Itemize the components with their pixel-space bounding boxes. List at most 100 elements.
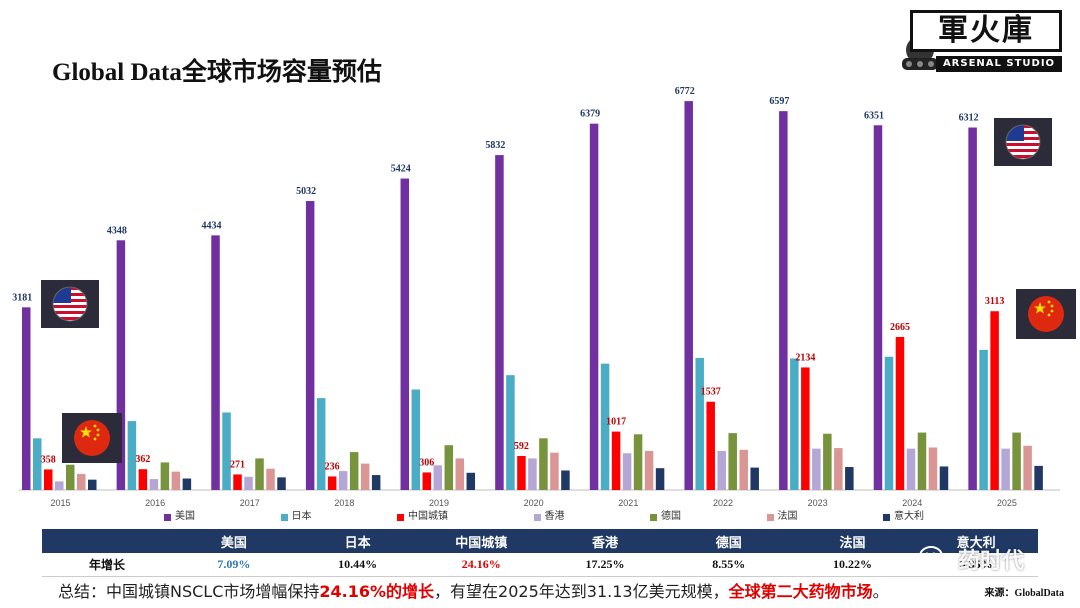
data-label: 5032 <box>296 186 316 197</box>
x-tick-label: 2017 <box>240 498 260 508</box>
bar <box>644 450 654 490</box>
bar <box>622 453 632 490</box>
legend-item: 意大利 <box>883 508 924 526</box>
bar <box>88 479 97 490</box>
bar <box>539 438 548 490</box>
data-label: 6312 <box>959 113 979 124</box>
bar <box>327 476 337 490</box>
bar <box>400 178 410 490</box>
legend-item: 香港 <box>533 508 565 526</box>
summary-suffix: 。 <box>872 582 889 601</box>
x-tick-label: 2015 <box>50 498 70 508</box>
bar <box>684 101 693 490</box>
bar <box>1012 432 1021 490</box>
bar <box>979 349 988 490</box>
legend-item: 法国 <box>766 508 798 526</box>
chart-legend: 美国 日本 中国城镇 香港 德国 法国 意大利 <box>164 508 924 526</box>
bar <box>455 458 465 490</box>
x-tick-label: 2018 <box>334 498 354 508</box>
logo-subtitle: ARSENAL STUDIO <box>936 56 1062 72</box>
bar <box>600 363 610 490</box>
bar <box>517 456 526 490</box>
bar <box>411 389 421 490</box>
table-header-cell: 法国 <box>839 535 866 551</box>
data-label: 306 <box>419 457 434 468</box>
legend-swatch <box>650 513 657 521</box>
data-label: 236 <box>325 461 340 472</box>
bar <box>349 452 359 490</box>
table-cell: 8.55% <box>712 557 746 571</box>
data-label: 592 <box>514 441 529 452</box>
bar <box>149 479 159 490</box>
bar <box>422 472 432 490</box>
bar <box>990 311 999 490</box>
table-header-cell: 中国城镇 <box>455 535 508 551</box>
table-cell: 17.25% <box>585 557 625 571</box>
bar <box>266 468 275 490</box>
source-note: 来源：GlobalData <box>984 588 1064 599</box>
x-tick-label: 2020 <box>524 498 544 508</box>
china-flag-icon <box>62 413 122 463</box>
table-cell: 10.44% <box>338 557 378 571</box>
bar <box>812 448 821 490</box>
bar <box>338 471 348 490</box>
bar <box>739 449 748 490</box>
bar <box>884 356 894 490</box>
bar <box>906 448 916 490</box>
bar <box>244 476 253 490</box>
bar <box>66 464 75 490</box>
legend-item: 日本 <box>280 508 312 526</box>
table-header-cell: 德国 <box>715 535 742 551</box>
table-cell: 24.16% <box>461 557 501 571</box>
legend-label: 日本 <box>291 511 312 522</box>
bar <box>127 421 137 490</box>
data-label: 5424 <box>391 164 411 175</box>
table-header-cell: 日本 <box>344 535 371 551</box>
data-label: 4434 <box>202 220 222 231</box>
bar <box>305 201 315 491</box>
bar <box>750 467 759 490</box>
bar <box>939 466 949 490</box>
bar <box>1023 445 1032 490</box>
x-tick-label: 2016 <box>145 498 165 508</box>
bar <box>801 367 810 490</box>
data-label: 1017 <box>606 417 626 428</box>
bar <box>589 123 599 490</box>
bar <box>928 447 938 490</box>
bar <box>1001 448 1010 490</box>
bar <box>171 471 181 490</box>
legend-label: 美国 <box>175 511 195 522</box>
bar <box>433 465 443 490</box>
bar <box>116 240 126 490</box>
data-label: 6772 <box>675 86 695 97</box>
bar <box>550 452 559 490</box>
legend-swatch <box>766 513 774 521</box>
bar <box>895 336 905 490</box>
bar <box>233 474 242 490</box>
x-tick-label: 2021 <box>618 498 638 508</box>
legend-item: 德国 <box>650 508 681 526</box>
legend-label: 德国 <box>661 511 681 522</box>
growth-table-header: 美国 日本 中国城镇 香港 德国 法国 意大利 <box>42 529 1038 553</box>
page-title: Global Data全球市场容量预估 <box>52 59 382 86</box>
bar <box>466 472 476 490</box>
data-label: 1537 <box>701 387 721 398</box>
wechat-watermark: 药时代 <box>918 540 1058 578</box>
legend-swatch <box>883 513 890 521</box>
data-label: 3113 <box>985 296 1004 307</box>
data-label: 6597 <box>769 96 789 107</box>
table-cell: 5.35% <box>959 557 993 571</box>
bar <box>717 450 726 490</box>
summary-highlight-rank: 全球第二大药物市场 <box>728 582 873 601</box>
bar <box>55 481 64 490</box>
bar <box>77 473 86 490</box>
growth-table-row: 年增长 7.09% 10.44% 24.16% 17.25% 8.55% 10.… <box>42 553 1038 577</box>
bar <box>561 470 570 490</box>
arsenal-logo: 軍火庫 ARSENAL STUDIO <box>896 8 1068 74</box>
summary-prefix: 总结：中国城镇NSCLC市场增幅保持 <box>58 582 320 601</box>
data-label: 2665 <box>890 322 910 333</box>
data-label: 6351 <box>864 110 884 121</box>
bar <box>968 127 977 490</box>
bar <box>160 462 170 490</box>
bar <box>316 398 326 490</box>
